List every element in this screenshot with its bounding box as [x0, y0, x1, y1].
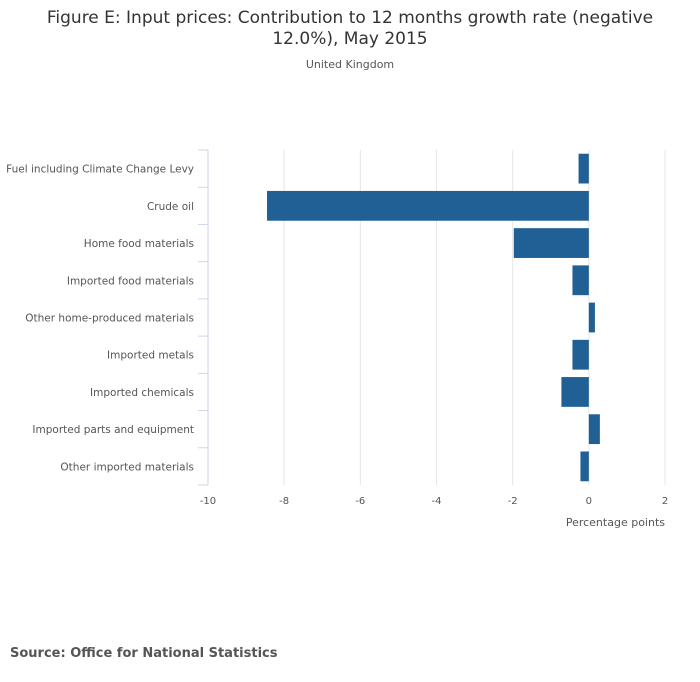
bar-chart: -10 -8 -6 -4 -2 0 2 Fuel including Climate Cha… — [6, 149, 668, 529]
bar — [572, 265, 589, 296]
bar — [580, 451, 589, 482]
bar — [588, 302, 595, 333]
bars — [267, 153, 600, 482]
category-label: Other home-produced materials — [25, 313, 194, 325]
x-tick-label: -2 — [508, 496, 518, 507]
x-tick-label: -4 — [432, 496, 442, 507]
bar — [578, 153, 589, 184]
x-tick-label: 2 — [662, 496, 668, 507]
category-label: Fuel including Climate Change Levy — [6, 164, 194, 176]
x-tick-label: 0 — [586, 496, 592, 507]
category-label: Imported metals — [107, 350, 194, 362]
x-tick-label: -10 — [200, 496, 216, 507]
bar — [572, 339, 589, 370]
x-tick-labels: -10 -8 -6 -4 -2 0 2 — [200, 496, 668, 507]
category-label: Crude oil — [147, 201, 194, 213]
x-axis-label: Percentage points — [566, 516, 665, 529]
category-axis — [198, 149, 209, 486]
x-tick-label: -6 — [355, 496, 365, 507]
bar — [267, 190, 589, 221]
category-label: Imported chemicals — [90, 387, 194, 399]
category-label: Home food materials — [84, 238, 194, 250]
category-label: Imported parts and equipment — [32, 424, 194, 436]
bar — [588, 414, 600, 445]
category-label: Other imported materials — [60, 461, 194, 473]
chart-title: Figure E: Input prices: Contribution to … — [46, 8, 654, 49]
x-tick-label: -8 — [279, 496, 289, 507]
bar — [513, 228, 589, 258]
source-note: Source: Office for National Statistics — [10, 646, 278, 661]
chart-subtitle: United Kingdom — [305, 58, 395, 71]
category-labels: Fuel including Climate Change Levy Crude … — [6, 164, 194, 474]
bar — [561, 377, 589, 407]
category-label: Imported food materials — [67, 275, 194, 287]
